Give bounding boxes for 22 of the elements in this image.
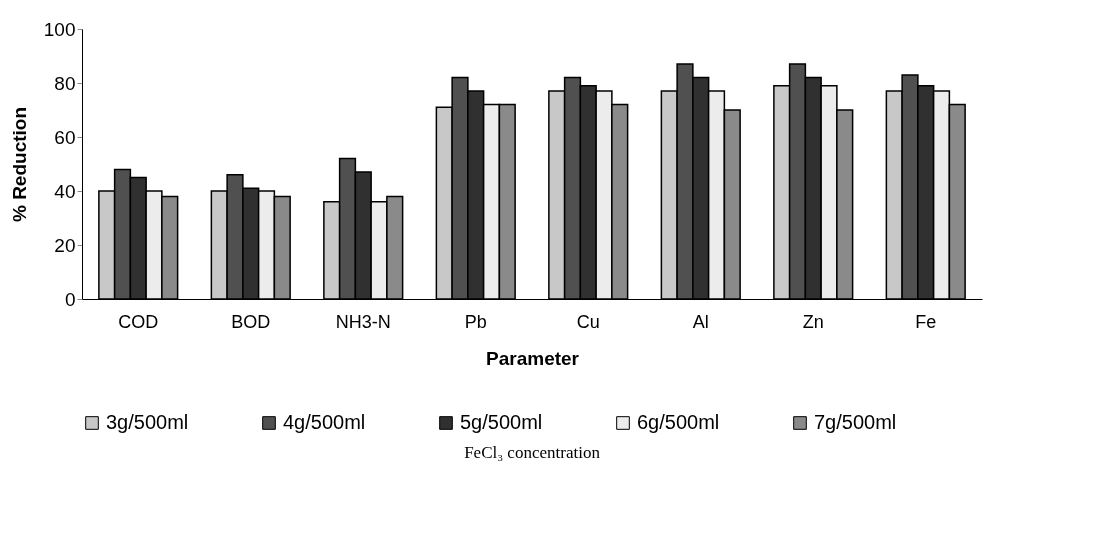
x-tick-label: Cu <box>576 311 600 332</box>
x-tick-label: Zn <box>802 311 824 332</box>
x-tick-label: COD <box>118 311 159 332</box>
y-axis-title: % Reduction <box>8 106 30 223</box>
legend-label: 5g/500ml <box>460 411 543 433</box>
legend-label: 3g/500ml <box>106 411 189 433</box>
legend-label: 7g/500ml <box>814 411 897 433</box>
y-tick-label: 0 <box>64 288 76 310</box>
y-tick-label: 40 <box>54 180 76 202</box>
x-tick-label: NH3-N <box>335 311 391 332</box>
legend-label: 6g/500ml <box>637 411 720 433</box>
x-tick-label: Fe <box>915 311 937 332</box>
y-tick-label: 60 <box>54 126 76 148</box>
x-axis-title: Parameter <box>486 347 580 369</box>
x-tick-label: Pb <box>464 311 487 332</box>
legend-title: FeCl₃ concentration <box>464 443 601 462</box>
x-tick-label: Al <box>692 311 709 332</box>
y-tick-label: 20 <box>54 234 76 256</box>
y-tick-label: 100 <box>43 18 76 40</box>
x-tick-label: BOD <box>231 311 271 332</box>
y-tick-label: 80 <box>54 72 76 94</box>
legend-label: 4g/500ml <box>283 411 366 433</box>
